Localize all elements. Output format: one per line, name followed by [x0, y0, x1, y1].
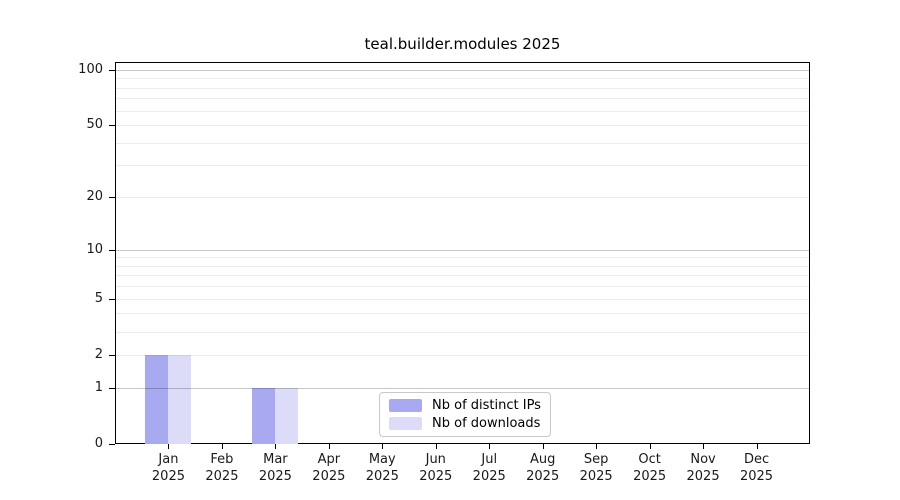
y-tick-mark: [109, 354, 115, 356]
legend-swatch-downloads-icon: [389, 417, 422, 430]
y-tick-label: 5: [94, 290, 103, 306]
gridline: [116, 313, 809, 315]
y-tick-label: 2: [94, 346, 103, 362]
x-tick-label: Dec 2025: [739, 452, 774, 484]
x-tick-mark: [703, 444, 705, 449]
gridline: [116, 69, 809, 71]
plot-area: [115, 62, 810, 444]
y-tick-label: 10: [86, 241, 103, 257]
bar-downloads: [168, 354, 192, 444]
gridline: [116, 197, 809, 199]
y-tick-label: 0: [94, 436, 103, 451]
y-tick-label: 1: [94, 379, 103, 395]
y-tick-label: 50: [86, 117, 103, 133]
gridline: [116, 78, 809, 80]
x-tick-mark: [275, 444, 277, 449]
gridline: [116, 257, 809, 259]
gridline: [116, 165, 809, 167]
y-tick-mark: [109, 249, 115, 251]
bar-distinct-ips: [252, 387, 276, 444]
gridline: [116, 87, 809, 89]
gridline: [116, 275, 809, 277]
gridline: [116, 142, 809, 144]
legend-label-distinct-ips: Nb of distinct IPs: [432, 398, 541, 413]
gridline: [116, 286, 809, 288]
x-tick-label: Jul 2025: [472, 452, 506, 484]
gridline: [116, 98, 809, 100]
y-tick-mark: [109, 387, 115, 389]
chart-title: teal.builder.modules 2025: [364, 35, 561, 53]
x-tick-label: Jun 2025: [419, 452, 453, 484]
x-tick-label: Mar 2025: [258, 452, 292, 484]
x-tick-mark: [382, 444, 384, 449]
gridline: [116, 387, 809, 389]
x-tick-mark: [168, 444, 170, 449]
x-tick-mark: [596, 444, 598, 449]
x-tick-mark: [542, 444, 544, 449]
y-tick-mark: [109, 197, 115, 199]
gridline: [116, 354, 809, 356]
legend-item-downloads: Nb of downloads: [389, 416, 541, 431]
gridline: [116, 110, 809, 112]
x-tick-label: Nov 2025: [686, 452, 720, 484]
x-tick-label: Jan 2025: [151, 452, 185, 484]
x-tick-label: Oct 2025: [633, 452, 667, 484]
gridline: [116, 125, 809, 127]
legend-swatch-distinct-ips-icon: [389, 399, 422, 412]
x-tick-mark: [328, 444, 330, 449]
bar-downloads: [275, 387, 299, 444]
x-tick-label: Apr 2025: [312, 452, 346, 484]
legend: Nb of distinct IPs Nb of downloads: [379, 392, 551, 437]
gridline: [116, 249, 809, 251]
y-tick-mark: [109, 444, 115, 445]
y-tick-label: 20: [86, 189, 103, 205]
y-tick-mark: [109, 69, 115, 71]
x-tick-mark: [649, 444, 651, 449]
x-tick-mark: [435, 444, 437, 449]
legend-item-distinct-ips: Nb of distinct IPs: [389, 398, 541, 413]
y-tick-label: 100: [78, 61, 103, 77]
gridline: [116, 331, 809, 333]
x-tick-mark: [221, 444, 223, 449]
x-tick-mark: [756, 444, 758, 449]
x-tick-label: Sep 2025: [579, 452, 613, 484]
x-tick-label: Aug 2025: [526, 452, 560, 484]
x-tick-label: Feb 2025: [205, 452, 239, 484]
x-tick-mark: [489, 444, 491, 449]
x-tick-label: May 2025: [365, 452, 399, 484]
legend-label-downloads: Nb of downloads: [432, 416, 541, 431]
bar-distinct-ips: [145, 354, 169, 444]
gridline: [116, 298, 809, 300]
y-tick-mark: [109, 125, 115, 127]
y-tick-mark: [109, 298, 115, 300]
gridline: [116, 265, 809, 267]
